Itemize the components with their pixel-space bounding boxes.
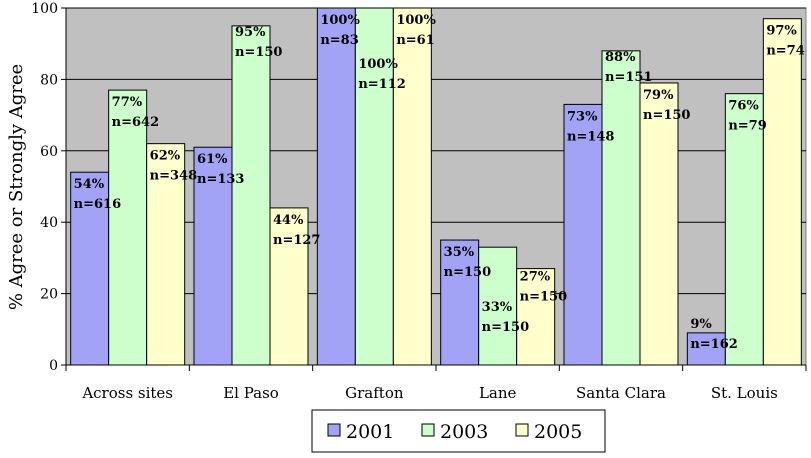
data-label-pct: 62% (150, 149, 181, 164)
data-label-pct: 33% (482, 300, 513, 315)
data-label-n: n=616 (74, 197, 121, 212)
bar-2001 (316, 7, 356, 366)
gridlines (66, 7, 806, 295)
x-tick-label: St. Louis (711, 384, 778, 402)
data-label-pct: 35% (444, 245, 475, 260)
x-tick-label: El Paso (223, 384, 279, 402)
data-label-n: n=150 (643, 108, 690, 123)
bar-2001 (686, 332, 726, 366)
legend-swatch (327, 423, 341, 437)
data-label-n: n=127 (273, 233, 320, 248)
bar-2005 (392, 7, 432, 366)
data-label-n: n=162 (690, 337, 737, 352)
data-label-pct: 100% (396, 13, 436, 28)
plot-area (65, 7, 807, 366)
data-label-pct: 100% (358, 57, 398, 72)
y-tick-label: 20 (40, 287, 58, 303)
data-label-pct: 76% (728, 99, 759, 114)
data-label-n: n=74 (766, 44, 804, 59)
data-label-pct: 61% (197, 152, 228, 167)
bar-2005 (146, 143, 186, 366)
legend-label: 2005 (534, 421, 582, 443)
data-label-pct: 27% (520, 270, 551, 285)
data-label-n: n=112 (358, 77, 405, 92)
data-label-pct: 77% (112, 95, 143, 110)
data-label-n: n=133 (197, 172, 244, 187)
bar-2005 (639, 82, 679, 366)
bar-2003 (231, 25, 271, 366)
data-label-pct: 97% (766, 24, 797, 39)
y-tick-label: 0 (49, 358, 58, 374)
data-label-n: n=642 (112, 115, 159, 130)
y-tick-label: 60 (40, 144, 58, 160)
data-label-n: n=148 (567, 129, 614, 144)
legend-box (311, 409, 606, 453)
legend-label: 2001 (346, 421, 394, 443)
data-labels: 54%n=61661%n=133100%n=8335%n=15073%n=148… (74, 13, 805, 352)
bar-2001 (193, 146, 233, 366)
bar-2003 (478, 246, 518, 366)
bar-2001 (563, 103, 603, 366)
bar-2003 (724, 93, 764, 366)
legend-swatch (515, 423, 529, 437)
bar-2003 (601, 50, 641, 366)
data-label-n: n=79 (728, 119, 766, 134)
data-label-pct: 9% (690, 317, 712, 332)
y-axis-ticks: 0 20 40 60 80 100 (31, 1, 66, 374)
legend-label: 2003 (440, 421, 488, 443)
x-tick-label: Across sites (81, 384, 173, 402)
data-label-pct: 79% (643, 88, 674, 103)
bar-2005 (269, 207, 309, 366)
data-label-n: n=61 (396, 33, 434, 48)
bars (70, 7, 802, 366)
x-tick-label: Grafton (345, 384, 404, 402)
data-label-n: n=348 (150, 169, 197, 184)
data-label-n: n=83 (320, 33, 358, 48)
data-label-pct: 44% (273, 213, 304, 228)
legend-swatch (421, 423, 435, 437)
x-axis-ticks: Across sites El Paso Grafton Lane Santa Clar… (65, 365, 807, 402)
y-tick-label: 100 (31, 1, 58, 17)
bar-2005 (516, 268, 556, 366)
x-tick-label: Lane (479, 384, 517, 402)
x-tick-label: Santa Clara (576, 384, 666, 402)
legend: 2001 2003 2005 (311, 409, 606, 453)
data-label-n: n=150 (444, 265, 491, 280)
data-label-pct: 95% (235, 25, 266, 40)
y-tick-label: 40 (40, 215, 58, 231)
bar-2005 (762, 18, 802, 366)
data-label-pct: 100% (320, 13, 360, 28)
data-label-n: n=151 (605, 70, 652, 85)
bar-2003 (108, 89, 148, 366)
data-label-pct: 73% (567, 109, 598, 124)
bar-2001 (440, 239, 480, 366)
y-tick-label: 80 (40, 72, 58, 88)
data-label-pct: 88% (605, 50, 636, 65)
data-label-n: n=150 (520, 290, 567, 305)
data-label-n: n=150 (235, 45, 282, 60)
data-label-n: n=150 (482, 320, 529, 335)
data-label-pct: 54% (74, 177, 105, 192)
y-axis-label: % Agree or Strongly Agree (6, 64, 27, 310)
